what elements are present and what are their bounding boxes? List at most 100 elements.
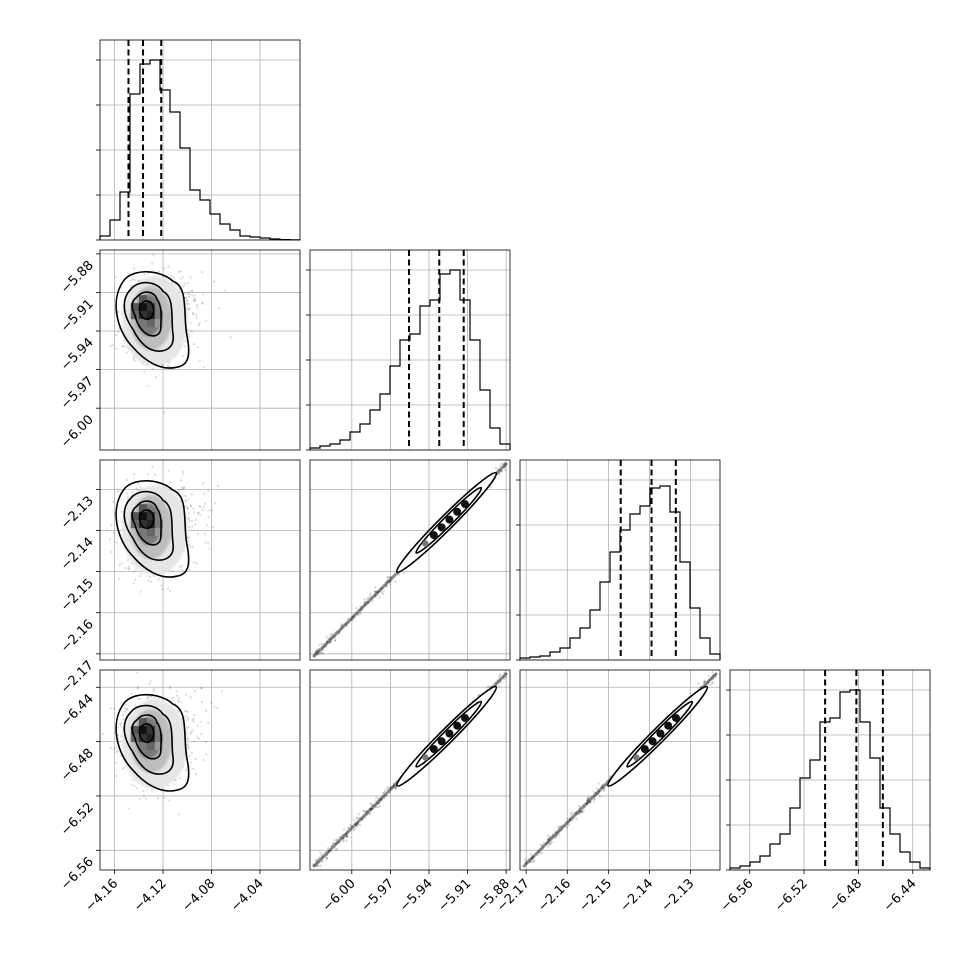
- sample-point: [322, 855, 325, 858]
- sample-point: [394, 780, 397, 783]
- sample-point: [314, 864, 317, 867]
- sample-point: [169, 687, 172, 690]
- sample-point: [354, 827, 357, 831]
- sample-point: [539, 852, 542, 855]
- sample-point: [338, 836, 341, 839]
- sample-point: [327, 640, 330, 643]
- density-cell: [445, 515, 454, 524]
- sample-point: [374, 590, 377, 593]
- sample-point: [136, 489, 139, 492]
- sample-point: [134, 568, 137, 571]
- sample-point: [369, 807, 373, 810]
- sample-point: [342, 836, 345, 840]
- sample-point: [351, 619, 354, 622]
- sample-point: [575, 811, 578, 815]
- sample-point: [548, 836, 552, 839]
- hist-panel-3: [516, 459, 721, 661]
- sample-point: [340, 833, 343, 836]
- sample-point: [601, 786, 604, 789]
- density-cell: [146, 726, 155, 735]
- sample-point: [533, 859, 536, 863]
- sample-point: [109, 707, 112, 710]
- sample-point: [497, 685, 500, 688]
- sample-point: [321, 647, 324, 650]
- sample-point: [171, 570, 174, 573]
- sample-point: [167, 364, 170, 368]
- sample-point: [530, 857, 533, 860]
- sample-point: [325, 641, 328, 644]
- sample-point: [328, 638, 331, 641]
- sample-point: [345, 832, 348, 836]
- density-cell: [138, 512, 147, 521]
- sample-point: [207, 542, 210, 545]
- sample-point: [125, 479, 129, 482]
- panel-frame: [309, 669, 511, 871]
- sample-point: [114, 334, 118, 337]
- sample-point: [380, 798, 383, 801]
- sample-point: [376, 590, 379, 594]
- pair-grid: [100, 670, 300, 870]
- sample-point: [115, 774, 118, 778]
- sample-point: [201, 301, 204, 304]
- sample-point: [157, 578, 160, 581]
- sample-point: [374, 593, 377, 596]
- contour-level-4: [138, 300, 155, 321]
- tick-label: −5.97: [58, 374, 97, 413]
- sample-point: [367, 601, 370, 604]
- sample-point: [498, 681, 501, 684]
- density-cell: [146, 520, 155, 529]
- sample-point: [193, 561, 196, 564]
- sample-point: [337, 632, 340, 636]
- sample-point: [341, 623, 344, 626]
- tick-label: −6.00: [320, 876, 359, 915]
- sample-point: [360, 817, 363, 820]
- sample-point: [355, 823, 358, 826]
- sample-point: [568, 818, 571, 822]
- sample-point: [204, 502, 207, 505]
- sample-point: [377, 801, 380, 805]
- sample-point: [547, 837, 550, 840]
- sample-point: [388, 580, 392, 583]
- sample-point: [183, 486, 186, 489]
- sample-point: [121, 767, 124, 771]
- sample-point: [374, 596, 377, 599]
- sample-point: [332, 842, 335, 845]
- sample-point: [389, 786, 392, 789]
- sample-point: [120, 286, 123, 289]
- sample-point: [351, 616, 355, 619]
- sample-point: [224, 289, 227, 292]
- sample-point: [187, 302, 190, 305]
- sample-point: [341, 838, 344, 841]
- pair-grid: [100, 250, 300, 450]
- sample-point: [134, 578, 137, 581]
- sample-point: [152, 575, 155, 578]
- sample-point: [586, 801, 590, 804]
- sample-point: [380, 587, 383, 590]
- sample-point: [550, 840, 554, 844]
- sample-point: [319, 851, 322, 854]
- sample-point: [182, 284, 185, 287]
- sample-point: [502, 466, 505, 469]
- sample-point: [496, 679, 499, 682]
- sample-point: [592, 800, 595, 803]
- sample-point: [187, 498, 190, 501]
- sample-point: [346, 835, 349, 838]
- contour-level-2: [123, 490, 175, 561]
- sample-point: [135, 487, 138, 490]
- sample-point: [578, 807, 581, 810]
- contour-lines: [607, 685, 709, 787]
- sample-point: [175, 694, 179, 698]
- sample-point: [338, 841, 341, 844]
- sample-point: [189, 545, 192, 548]
- sample-point: [371, 804, 374, 807]
- sample-point: [192, 311, 195, 315]
- density-cell: [146, 319, 155, 328]
- sample-point: [357, 823, 360, 826]
- sample-point: [190, 731, 193, 734]
- sample-point: [163, 411, 166, 414]
- sample-point: [134, 704, 137, 707]
- sample-point: [699, 686, 702, 689]
- sample-point: [320, 649, 323, 652]
- pair-content: [105, 465, 219, 593]
- sample-point: [393, 783, 396, 786]
